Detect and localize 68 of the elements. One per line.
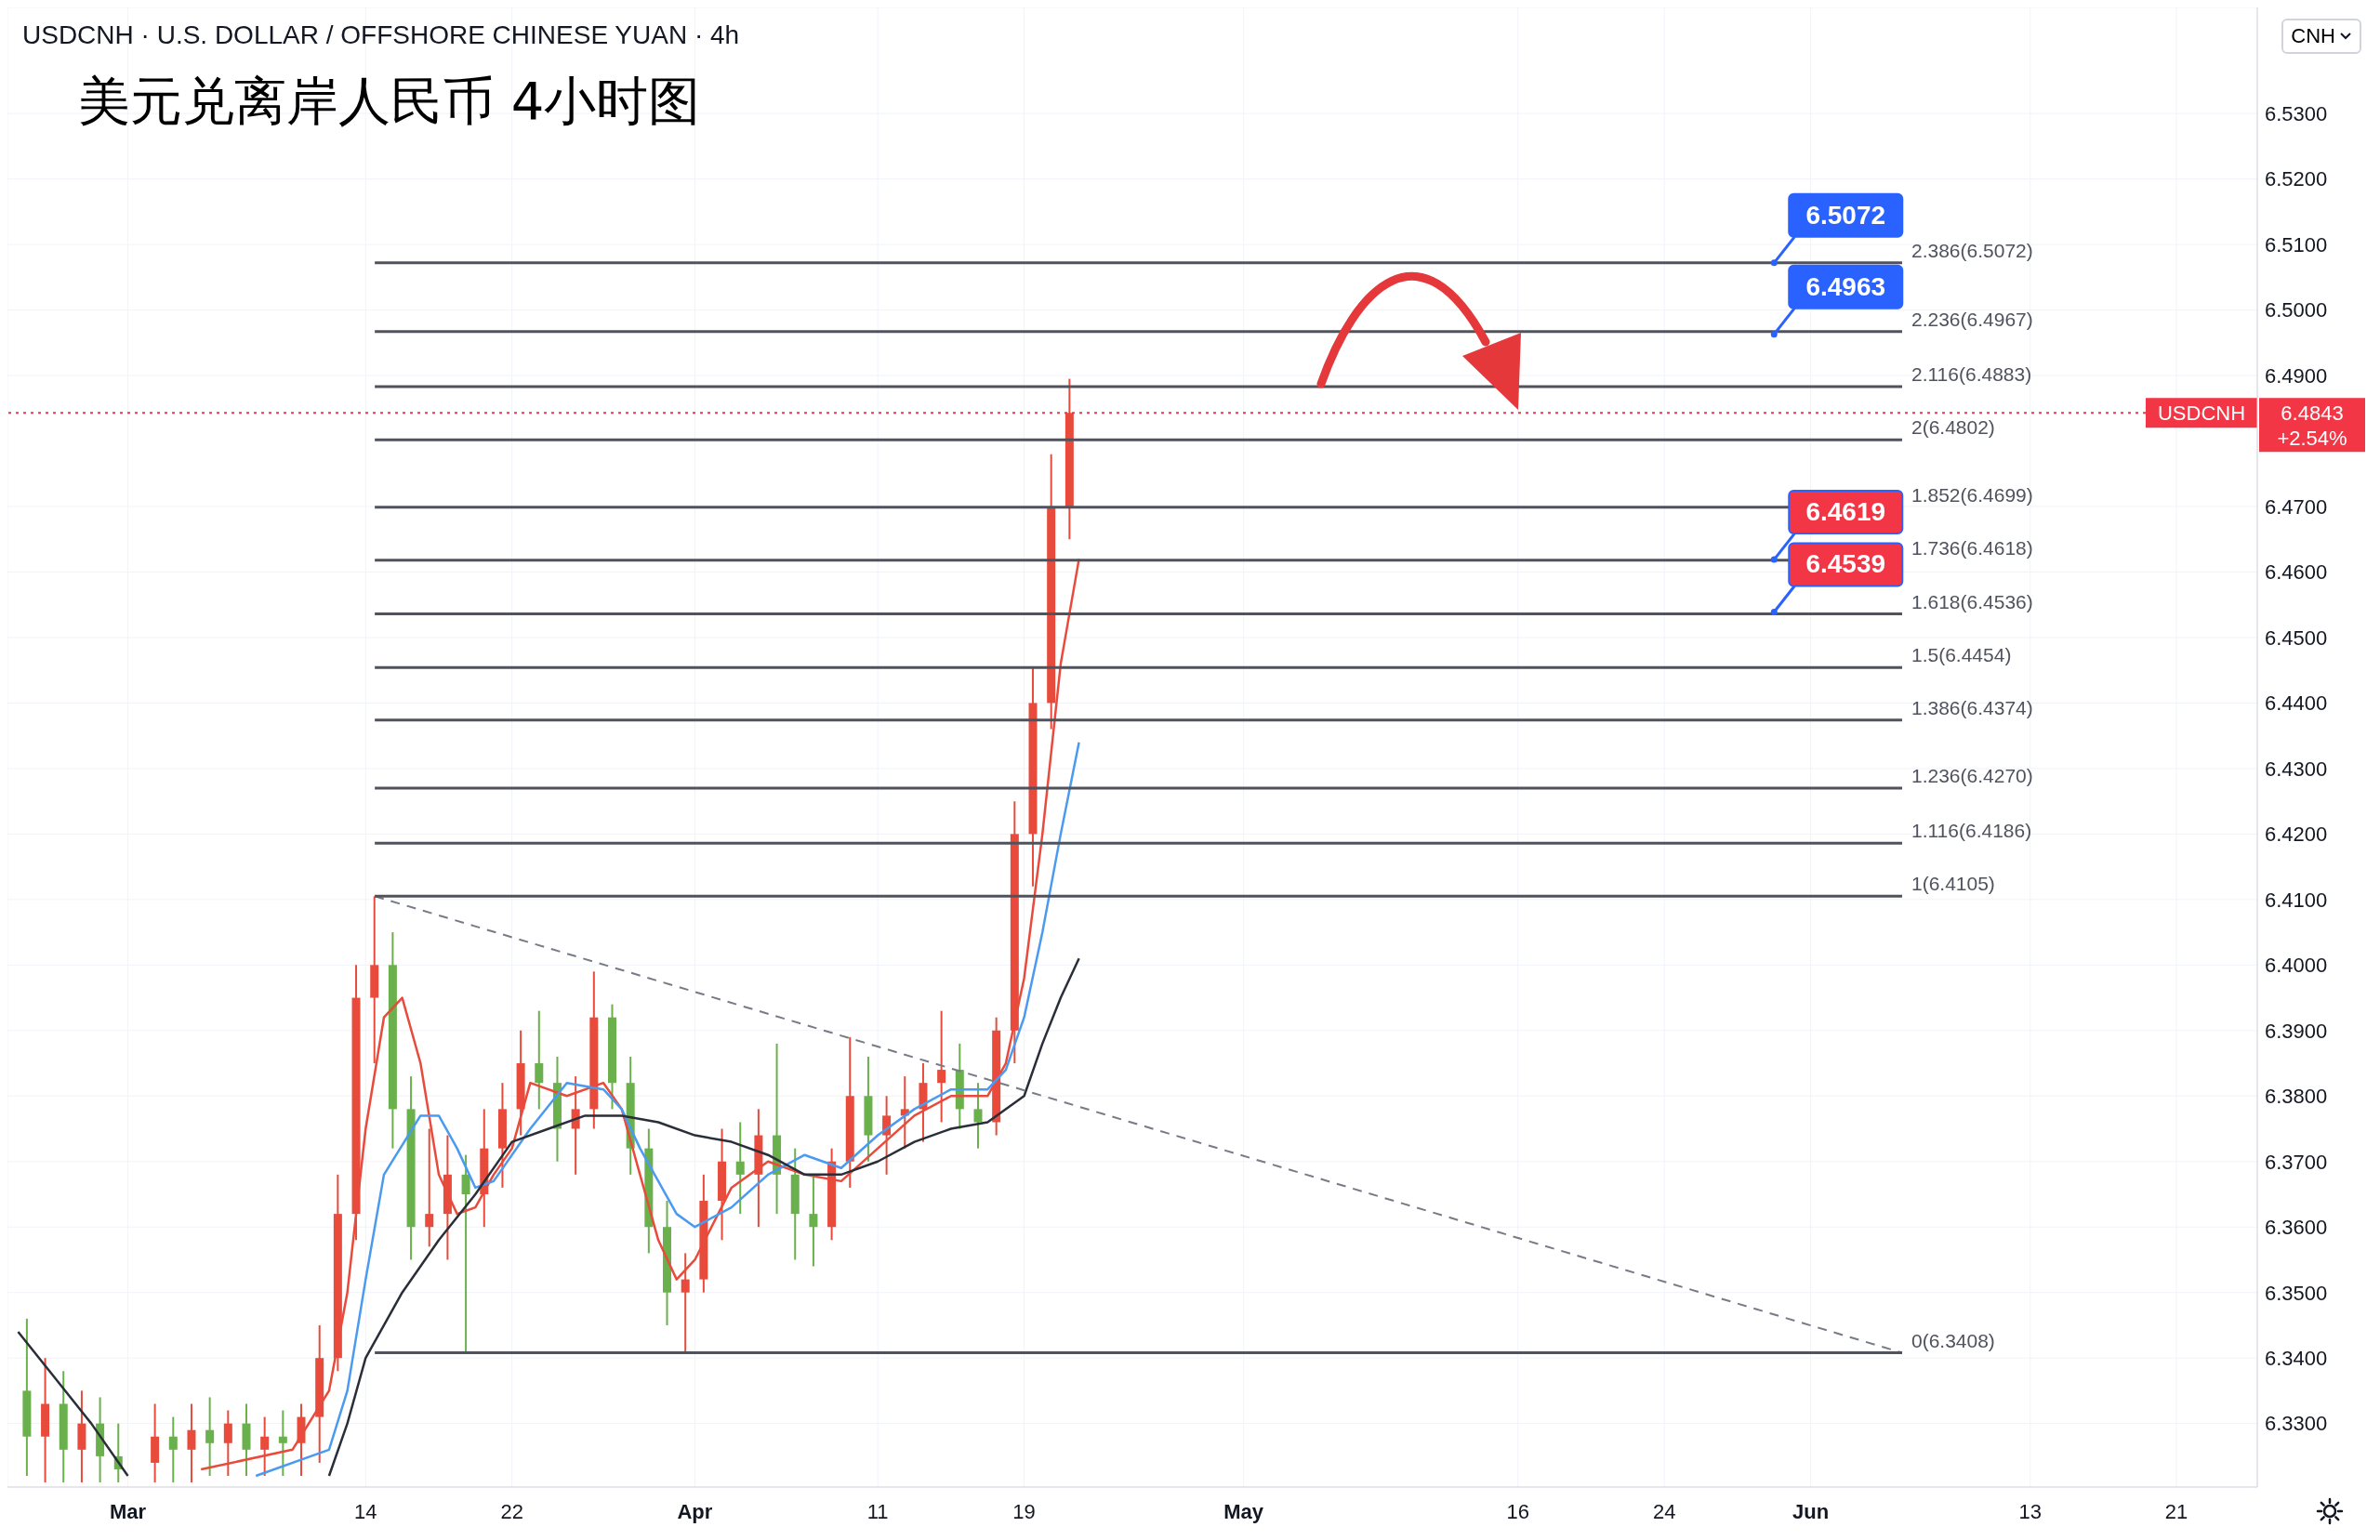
ref-line-label: 0(6.3408) <box>1911 1329 1995 1351</box>
line-series <box>255 741 1080 1478</box>
y-tick-label: 6.4500 <box>2265 625 2328 650</box>
x-tick-label: 19 <box>1012 1500 1036 1523</box>
y-tick-label: 6.5200 <box>2265 167 2328 191</box>
annotation: 6.5072 <box>1805 200 1886 230</box>
y-tick-label: 6.4700 <box>2265 494 2328 519</box>
y-tick-label: 6.4200 <box>2265 823 2328 847</box>
y-tick-label: 6.3700 <box>2265 1150 2328 1174</box>
candlestick <box>535 1009 544 1111</box>
y-tick-label: 6.4300 <box>2265 757 2328 781</box>
x-tick-label: 11 <box>866 1500 889 1523</box>
candlestick <box>571 1075 580 1176</box>
text: +2.54% <box>2277 427 2347 451</box>
x-tick-label: May <box>1223 1500 1264 1523</box>
x-tick-label: Jun <box>1792 1500 1830 1523</box>
y-tick-label: 6.3500 <box>2265 1281 2328 1305</box>
x-tick-label: 14 <box>354 1500 377 1523</box>
ref-line-label: USDCNH <box>2157 401 2246 426</box>
x-tick-label: Apr <box>677 1500 713 1523</box>
y-tick-label: 6.4000 <box>2265 954 2328 978</box>
candlestick <box>735 1121 745 1216</box>
y-tick-label: 6.3900 <box>2265 1019 2328 1043</box>
candlestick <box>681 1252 690 1354</box>
candlestick <box>937 1009 946 1124</box>
ref-line-label: 2.116(6.4883) <box>1911 363 2032 386</box>
ref-line-label: 1.5(6.4454) <box>1911 644 2012 666</box>
y-tick-label: 6.3400 <box>2265 1346 2328 1370</box>
ref-line-label: 2.236(6.4967) <box>1911 308 2033 330</box>
x-tick-label: Mar <box>109 1500 147 1523</box>
y-tick-label: 6.3800 <box>2265 1085 2328 1109</box>
y-tick-label: 6.4900 <box>2265 363 2328 388</box>
candlestick <box>187 1402 196 1484</box>
text: 美元兑离岸人民币 4小时图 <box>78 70 701 133</box>
ref-line-label: 1.116(6.4186) <box>1911 820 2032 842</box>
text: CNH <box>2291 24 2335 48</box>
y-tick-label: 6.4600 <box>2265 560 2328 585</box>
annotation: 6.4963 <box>1805 271 1886 301</box>
ref-line-label: 1.386(6.4374) <box>1911 696 2033 718</box>
y-tick-label: 6.5300 <box>2265 101 2328 125</box>
text: 6.4843 <box>2281 401 2344 426</box>
x-tick-label: 22 <box>500 1500 523 1523</box>
annotation: 6.4539 <box>1805 549 1886 579</box>
ref-line-label: 1.618(6.4536) <box>1911 590 2033 612</box>
y-tick-label: 6.4400 <box>2265 691 2328 716</box>
y-tick-label: 6.4100 <box>2265 888 2328 912</box>
y-tick-label: 6.5000 <box>2265 298 2328 322</box>
ref-line-label: 1.852(6.4699) <box>1911 483 2033 506</box>
candlestick <box>278 1409 287 1478</box>
ref-line-label: 1(6.4105) <box>1911 873 1995 895</box>
text: USDCNH · U.S. DOLLAR / OFFSHORE CHINESE YUAN · 4h <box>22 20 740 50</box>
candlestick <box>425 1127 434 1248</box>
x-tick-label: 21 <box>2164 1500 2188 1523</box>
annotation: 6.4619 <box>1805 497 1886 527</box>
y-tick-label: 6.3600 <box>2265 1216 2328 1240</box>
candlestick <box>973 1082 983 1150</box>
ref-line-label: 1.236(6.4270) <box>1911 765 2033 787</box>
candlestick <box>168 1415 178 1484</box>
candlestick <box>205 1396 215 1478</box>
x-tick-label: 16 <box>1506 1500 1530 1523</box>
x-tick-label: 13 <box>2018 1500 2042 1523</box>
y-tick-label: 6.5100 <box>2265 232 2328 257</box>
candlestick <box>461 1153 470 1354</box>
y-tick-label: 6.3300 <box>2265 1412 2328 1436</box>
ref-line-label: 2(6.4802) <box>1911 416 1995 439</box>
ref-line-label: 2.386(6.5072) <box>1911 239 2033 261</box>
ref-line-label: 1.736(6.4618) <box>1911 536 2033 559</box>
x-tick-label: 24 <box>1652 1500 1676 1523</box>
